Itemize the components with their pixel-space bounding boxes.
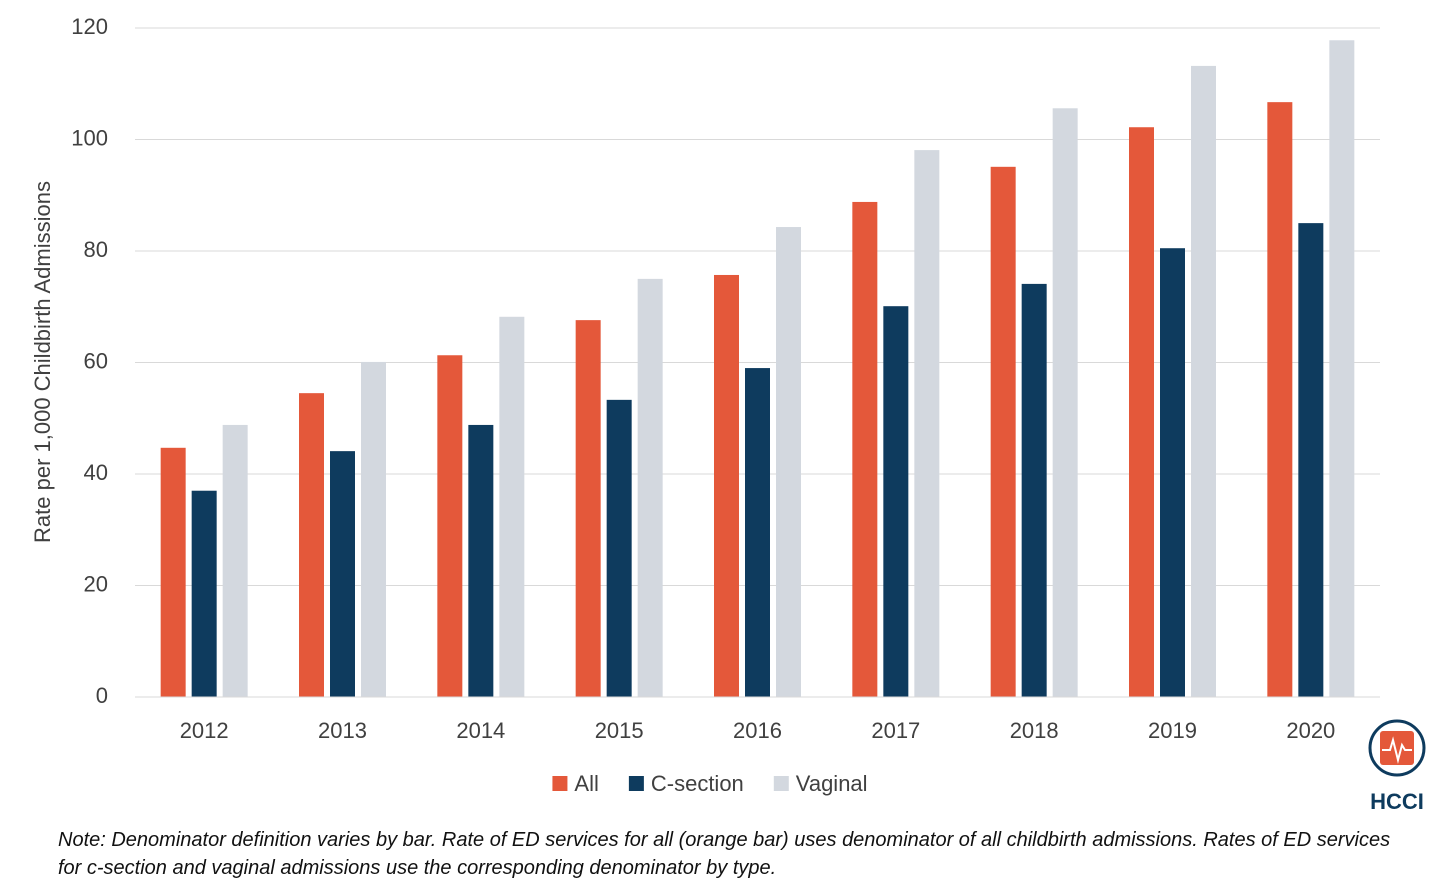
chart: Rate per 1,000 Childbirth Admissions HCC… — [30, 14, 1426, 814]
y-tick-label: 60 — [84, 348, 108, 373]
y-axis-label: Rate per 1,000 Childbirth Admissions — [30, 181, 55, 543]
x-tick-label: 2016 — [733, 718, 782, 743]
legend-swatch — [773, 776, 789, 791]
x-tick-label: 2019 — [1148, 718, 1197, 743]
legend-swatch — [552, 776, 568, 791]
x-tick-label: 2012 — [180, 718, 229, 743]
bar — [437, 355, 463, 697]
bar — [361, 361, 386, 697]
bar — [776, 227, 801, 697]
bar — [1298, 223, 1324, 697]
legend-label: C-section — [651, 771, 744, 796]
bar — [606, 399, 632, 697]
logo-text: HCCI — [1370, 789, 1424, 814]
bar — [745, 368, 770, 697]
bar — [1052, 108, 1078, 697]
legend-swatch — [628, 776, 644, 791]
note: Note: Denominator definition varies by b… — [58, 829, 1391, 879]
logo-box — [1380, 731, 1414, 765]
bar — [883, 306, 909, 697]
bar — [1191, 65, 1216, 697]
bar — [468, 424, 494, 697]
bar — [990, 166, 1016, 697]
y-tick-label: 120 — [71, 14, 108, 39]
bar — [160, 447, 186, 697]
bar — [637, 278, 663, 697]
x-tick-label: 2014 — [456, 718, 505, 743]
y-tick-label: 0 — [96, 683, 108, 708]
bar — [1129, 127, 1154, 698]
legend-label: All — [574, 771, 598, 796]
bar — [1021, 283, 1047, 697]
x-tick-label: 2013 — [318, 718, 367, 743]
bar — [299, 393, 324, 697]
legend-label: Vaginal — [796, 771, 868, 796]
x-tick-label: 2018 — [1010, 718, 1059, 743]
bar — [330, 451, 355, 697]
bar — [575, 320, 601, 697]
x-tick-label: 2020 — [1286, 718, 1335, 743]
bar — [499, 316, 525, 697]
bar — [222, 424, 248, 697]
x-tick-label: 2015 — [595, 718, 644, 743]
y-tick-label: 40 — [84, 460, 108, 485]
bar — [852, 201, 878, 697]
bar — [914, 150, 940, 697]
y-tick-label: 80 — [84, 237, 108, 262]
x-tick-label: 2017 — [871, 718, 920, 743]
bar — [1267, 102, 1293, 697]
bar — [1329, 40, 1355, 697]
bar — [1160, 248, 1185, 697]
logo-pulse — [1382, 736, 1412, 764]
bar — [191, 490, 217, 697]
logo: HCCI — [1368, 719, 1426, 814]
bar — [714, 274, 739, 697]
y-tick-label: 20 — [84, 571, 108, 596]
y-tick-label: 100 — [71, 125, 108, 150]
